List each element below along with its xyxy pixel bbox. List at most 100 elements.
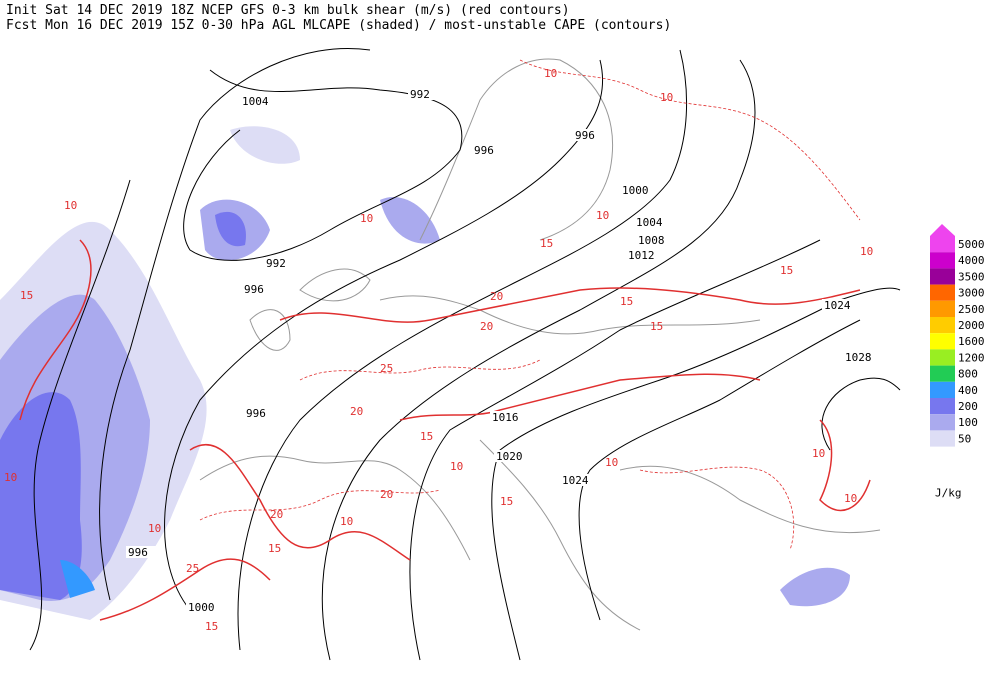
legend-label: 5000 bbox=[958, 238, 985, 251]
shear-label: 20 bbox=[270, 508, 283, 521]
shear-labels: 10 15 10 10 10 10 10 15 20 15 15 20 25 20 15 20 15 1020 15… bbox=[4, 67, 873, 633]
legend-swatch bbox=[930, 333, 955, 350]
legend: 5000 4000 3500 3000 2500 2000 1600 1200 800 400 20… bbox=[930, 224, 985, 500]
legend-label: 1600 bbox=[958, 335, 985, 348]
shear-label: 10 bbox=[812, 447, 825, 460]
isobar-label-bg bbox=[573, 129, 605, 141]
shear-label: 20 bbox=[380, 488, 393, 501]
shear-label: 10 bbox=[844, 492, 857, 505]
isobar-label: 1024 bbox=[824, 299, 851, 312]
isobar-label-bg bbox=[490, 411, 522, 423]
shear-label: 15 bbox=[620, 295, 633, 308]
isobar-label-bg bbox=[634, 216, 666, 228]
isobar-label-bg bbox=[244, 407, 276, 419]
legend-swatch bbox=[930, 381, 955, 398]
isobar-labels: 1004992996996100010041008101299299610241… bbox=[126, 88, 875, 614]
isobar-label-bg bbox=[620, 184, 652, 196]
cape-shading bbox=[0, 126, 850, 620]
legend-swatch bbox=[930, 317, 955, 334]
shear-label: 10 bbox=[660, 91, 673, 104]
shear-label: 20 bbox=[350, 405, 363, 418]
isobar-label-bg bbox=[843, 351, 875, 363]
isobar-label-bg bbox=[264, 257, 296, 269]
legend-label: 2000 bbox=[958, 319, 985, 332]
isobar-label: 996 bbox=[246, 407, 266, 420]
isobar-label: 996 bbox=[244, 283, 264, 296]
shear-label: 15 bbox=[268, 542, 281, 555]
isobar-label: 992 bbox=[410, 88, 430, 101]
shear-label: 10 bbox=[860, 245, 873, 258]
shear-label: 15 bbox=[205, 620, 218, 633]
header-line2: Fcst Mon 16 DEC 2019 15Z 0-30 hPa AGL ML… bbox=[6, 18, 671, 33]
isobar-label-bg bbox=[186, 601, 218, 613]
coastlines bbox=[199, 58, 881, 631]
isobar-label: 1028 bbox=[845, 351, 872, 364]
legend-label: 200 bbox=[958, 400, 978, 413]
isobar-label-bg bbox=[560, 474, 592, 486]
shear-label: 25 bbox=[380, 362, 393, 375]
isobar-label-bg bbox=[408, 88, 440, 100]
shear-label: 10 bbox=[340, 515, 353, 528]
shear-label: 15 bbox=[540, 237, 553, 250]
isobar-label: 1024 bbox=[562, 474, 589, 487]
shear-label: 10 bbox=[450, 460, 463, 473]
isobar-label-bg bbox=[494, 450, 526, 462]
legend-swatch bbox=[930, 430, 955, 447]
isobar-label: 1016 bbox=[492, 411, 519, 424]
legend-swatch bbox=[930, 398, 955, 415]
shear-label: 15 bbox=[500, 495, 513, 508]
shear-label: 15 bbox=[780, 264, 793, 277]
isobar-label-bg bbox=[626, 249, 658, 261]
isobar-label: 996 bbox=[474, 144, 494, 157]
shear-label: 10 bbox=[4, 471, 17, 484]
shear-label: 15 bbox=[20, 289, 33, 302]
isobar-label: 1020 bbox=[496, 450, 523, 463]
legend-label: 3000 bbox=[958, 287, 985, 300]
shear-contours-thin bbox=[199, 59, 861, 551]
legend-swatch bbox=[930, 300, 955, 317]
shear-label: 10 bbox=[148, 522, 161, 535]
legend-label: 100 bbox=[958, 416, 978, 429]
isobar-label: 1000 bbox=[622, 184, 649, 197]
legend-swatch bbox=[930, 236, 955, 253]
isobar-label: 1000 bbox=[188, 601, 215, 614]
isobar-label: 996 bbox=[128, 546, 148, 559]
isobar-label-bg bbox=[126, 546, 158, 558]
legend-label: 800 bbox=[958, 368, 978, 381]
legend-label: 400 bbox=[958, 384, 978, 397]
header-line1: Init Sat 14 DEC 2019 18Z NCEP GFS 0-3 km… bbox=[6, 3, 570, 18]
legend-label: 3500 bbox=[958, 270, 985, 283]
legend-swatch bbox=[930, 252, 955, 269]
isobar-label: 1004 bbox=[242, 95, 269, 108]
shear-label: 10 bbox=[64, 199, 77, 212]
isobar-label: 1004 bbox=[636, 216, 663, 229]
shear-contours bbox=[19, 239, 871, 621]
isobar-label: 1008 bbox=[638, 234, 665, 247]
legend-label: 1200 bbox=[958, 351, 985, 364]
isobar-label-bg bbox=[636, 234, 668, 246]
legend-swatch bbox=[930, 268, 955, 285]
isobar-label-bg bbox=[822, 299, 854, 311]
isobar-label-bg bbox=[240, 95, 272, 107]
shear-label: 10 bbox=[605, 456, 618, 469]
isobar-label: 992 bbox=[266, 257, 286, 270]
isobar-label-bg bbox=[242, 283, 274, 295]
isobar-label: 1012 bbox=[628, 249, 655, 262]
legend-swatch bbox=[930, 284, 955, 301]
legend-arrow bbox=[930, 224, 955, 236]
isobar-label: 996 bbox=[575, 129, 595, 142]
shear-label: 10 bbox=[544, 67, 557, 80]
shear-label: 20 bbox=[490, 290, 503, 303]
legend-label: 50 bbox=[958, 432, 971, 445]
legend-label: 2500 bbox=[958, 303, 985, 316]
legend-swatch bbox=[930, 414, 955, 431]
isobar-label-bg bbox=[472, 144, 504, 156]
shear-label: 10 bbox=[596, 209, 609, 222]
shear-label: 25 bbox=[186, 562, 199, 575]
shear-label: 15 bbox=[650, 320, 663, 333]
legend-swatch bbox=[930, 365, 955, 382]
legend-unit: J/kg bbox=[935, 487, 962, 500]
legend-swatch bbox=[930, 349, 955, 366]
